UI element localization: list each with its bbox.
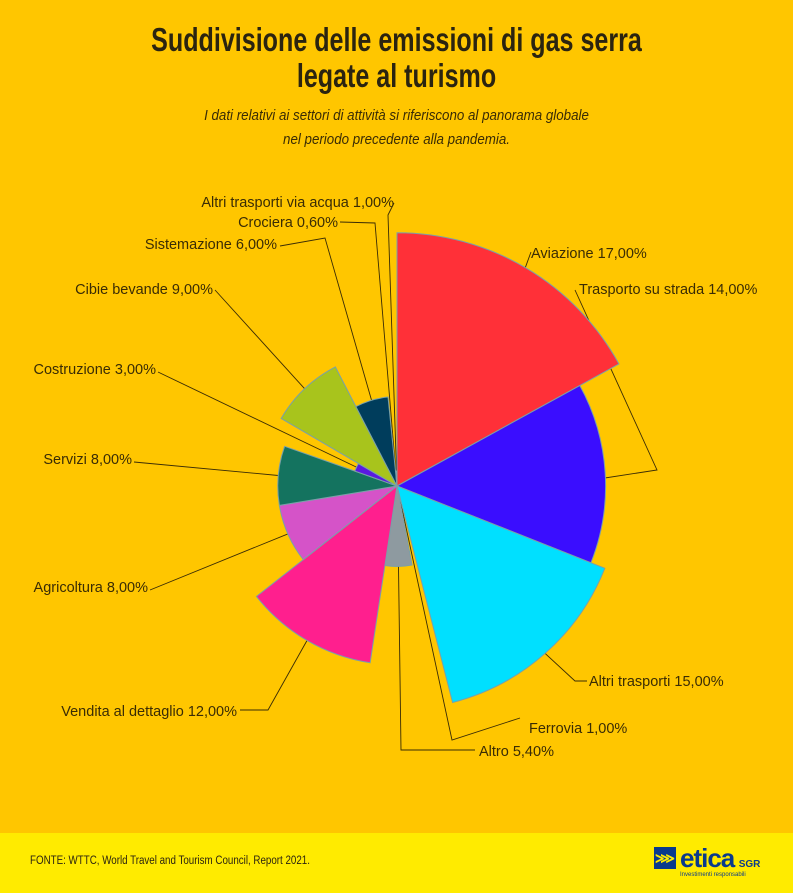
wedge-aviazione [396, 232, 620, 487]
data-label: Cibie bevande 9,00% [75, 282, 213, 298]
wedge-altri-trasporti [396, 485, 606, 704]
chart-title-line1: Suddivisione delle emissioni di gas serr… [151, 21, 642, 58]
data-label: Aviazione 17,00% [531, 246, 647, 262]
logo-sgr: SGR [738, 859, 761, 870]
data-label: Altri trasporti via acqua 1,00% [201, 195, 394, 211]
leader-line [387, 202, 398, 476]
logo-word: etica [680, 843, 735, 873]
data-label: Ferrovia 1,00% [529, 721, 627, 737]
data-label: Servizi 8,00% [43, 452, 132, 468]
wedge-vendita-al-dettaglio [255, 484, 398, 664]
chart-title-line2: legate al turismo [296, 57, 497, 94]
leader-line [339, 221, 398, 482]
leader-line [397, 562, 475, 751]
chart-subtitle-line2: nel periodo precedente alla pandemia. [283, 132, 510, 148]
data-label: Sistemazione 6,00% [145, 237, 277, 253]
leader-line [214, 289, 308, 393]
logo-mark-icon: ⋙ [654, 847, 676, 869]
data-label: Crociera 0,60% [238, 215, 338, 231]
wedge-cibie-bevande [280, 366, 399, 488]
leader-line [240, 636, 310, 711]
leader-line [157, 371, 361, 470]
chart-subtitle-line1: I dati relativi ai settori di attività s… [204, 108, 589, 124]
data-label: Altro 5,40% [479, 744, 554, 760]
wedge-sistemazione [355, 396, 398, 487]
source-note: FONTE: WTTC, World Travel and Tourism Co… [30, 855, 310, 867]
data-label: Trasporto su strada 14,00% [579, 282, 757, 298]
etica-sgr-logo: ⋙ etica SGR Investimenti responsabili [654, 845, 761, 878]
leader-line [398, 496, 521, 741]
wedge-altri-trasporti-via-acqua [395, 470, 398, 487]
wedge-trasporto-su-strada [395, 384, 607, 564]
data-label: Costruzione 3,00% [33, 362, 156, 378]
footer: FONTE: WTTC, World Travel and Tourism Co… [0, 833, 793, 893]
data-label: Altri trasporti 15,00% [589, 674, 724, 690]
wedge-servizi [277, 445, 398, 506]
leader-line [149, 531, 292, 591]
data-label: Vendita al dettaglio 12,00% [61, 704, 237, 720]
logo-tagline: Investimenti responsabili [680, 872, 746, 878]
leader-line [541, 650, 587, 682]
polar-area-chart: Aviazione 17,00% Trasporto su strada 14,0… [33, 195, 757, 760]
data-label: Agricoltura 8,00% [34, 580, 149, 596]
leader-line [279, 237, 374, 405]
leader-line [133, 461, 283, 477]
